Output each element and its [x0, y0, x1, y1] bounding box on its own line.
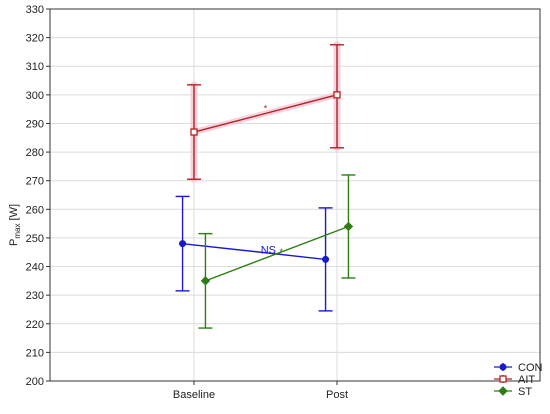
legend-label: ST — [518, 386, 532, 398]
y-tick-label: 250 — [26, 233, 44, 245]
legend-label: AIT — [518, 374, 535, 386]
x-tick-label: Post — [326, 389, 348, 401]
y-tick-label: 330 — [26, 4, 44, 16]
y-tick-label: 280 — [26, 147, 44, 159]
y-tick-label: 200 — [26, 376, 44, 388]
series — [175, 41, 356, 329]
series-line — [182, 242, 326, 261]
series-st — [198, 174, 356, 329]
data-point — [200, 276, 211, 286]
series-line — [205, 225, 349, 282]
data-point — [333, 91, 341, 99]
y-tick-label: 300 — [26, 90, 44, 102]
legend-marker — [499, 375, 507, 383]
data-point — [343, 221, 354, 232]
y-tick-label: 210 — [26, 347, 44, 359]
legend-item-st: ST — [494, 386, 532, 398]
data-point — [179, 240, 187, 248]
y-tick-label: 320 — [26, 33, 44, 45]
y-tick-label: 310 — [26, 61, 44, 73]
series-con — [175, 195, 333, 312]
legend-label: CON — [518, 362, 543, 374]
y-tick-label: 260 — [26, 204, 44, 216]
grid — [50, 9, 540, 381]
legend-marker — [499, 363, 507, 371]
y-tick-label: 240 — [26, 262, 44, 274]
plot-frame — [49, 8, 541, 382]
legend-item-ait: AIT — [494, 374, 535, 386]
y-tick-label: 230 — [26, 290, 44, 302]
series-ait — [187, 41, 344, 183]
annotations: NS ** — [261, 104, 284, 257]
y-tick-label: 220 — [26, 319, 44, 331]
series-line — [193, 94, 338, 133]
annotation: * — [279, 247, 283, 257]
y-tick-label: 290 — [26, 118, 44, 130]
axes: 200 210 220 230 240 250 260 270 280 290 300 310 320 3… — [26, 4, 541, 401]
legend-item-con: CON — [494, 362, 543, 374]
data-point — [190, 128, 198, 136]
x-tick-label: Baseline — [173, 389, 215, 401]
legend-marker — [498, 386, 508, 396]
y-tick-label: 270 — [26, 176, 44, 188]
data-point — [322, 255, 330, 263]
annotation: * — [264, 104, 268, 114]
annotation: NS — [261, 244, 276, 256]
y-axis-label: Pmax [W] — [8, 204, 22, 246]
